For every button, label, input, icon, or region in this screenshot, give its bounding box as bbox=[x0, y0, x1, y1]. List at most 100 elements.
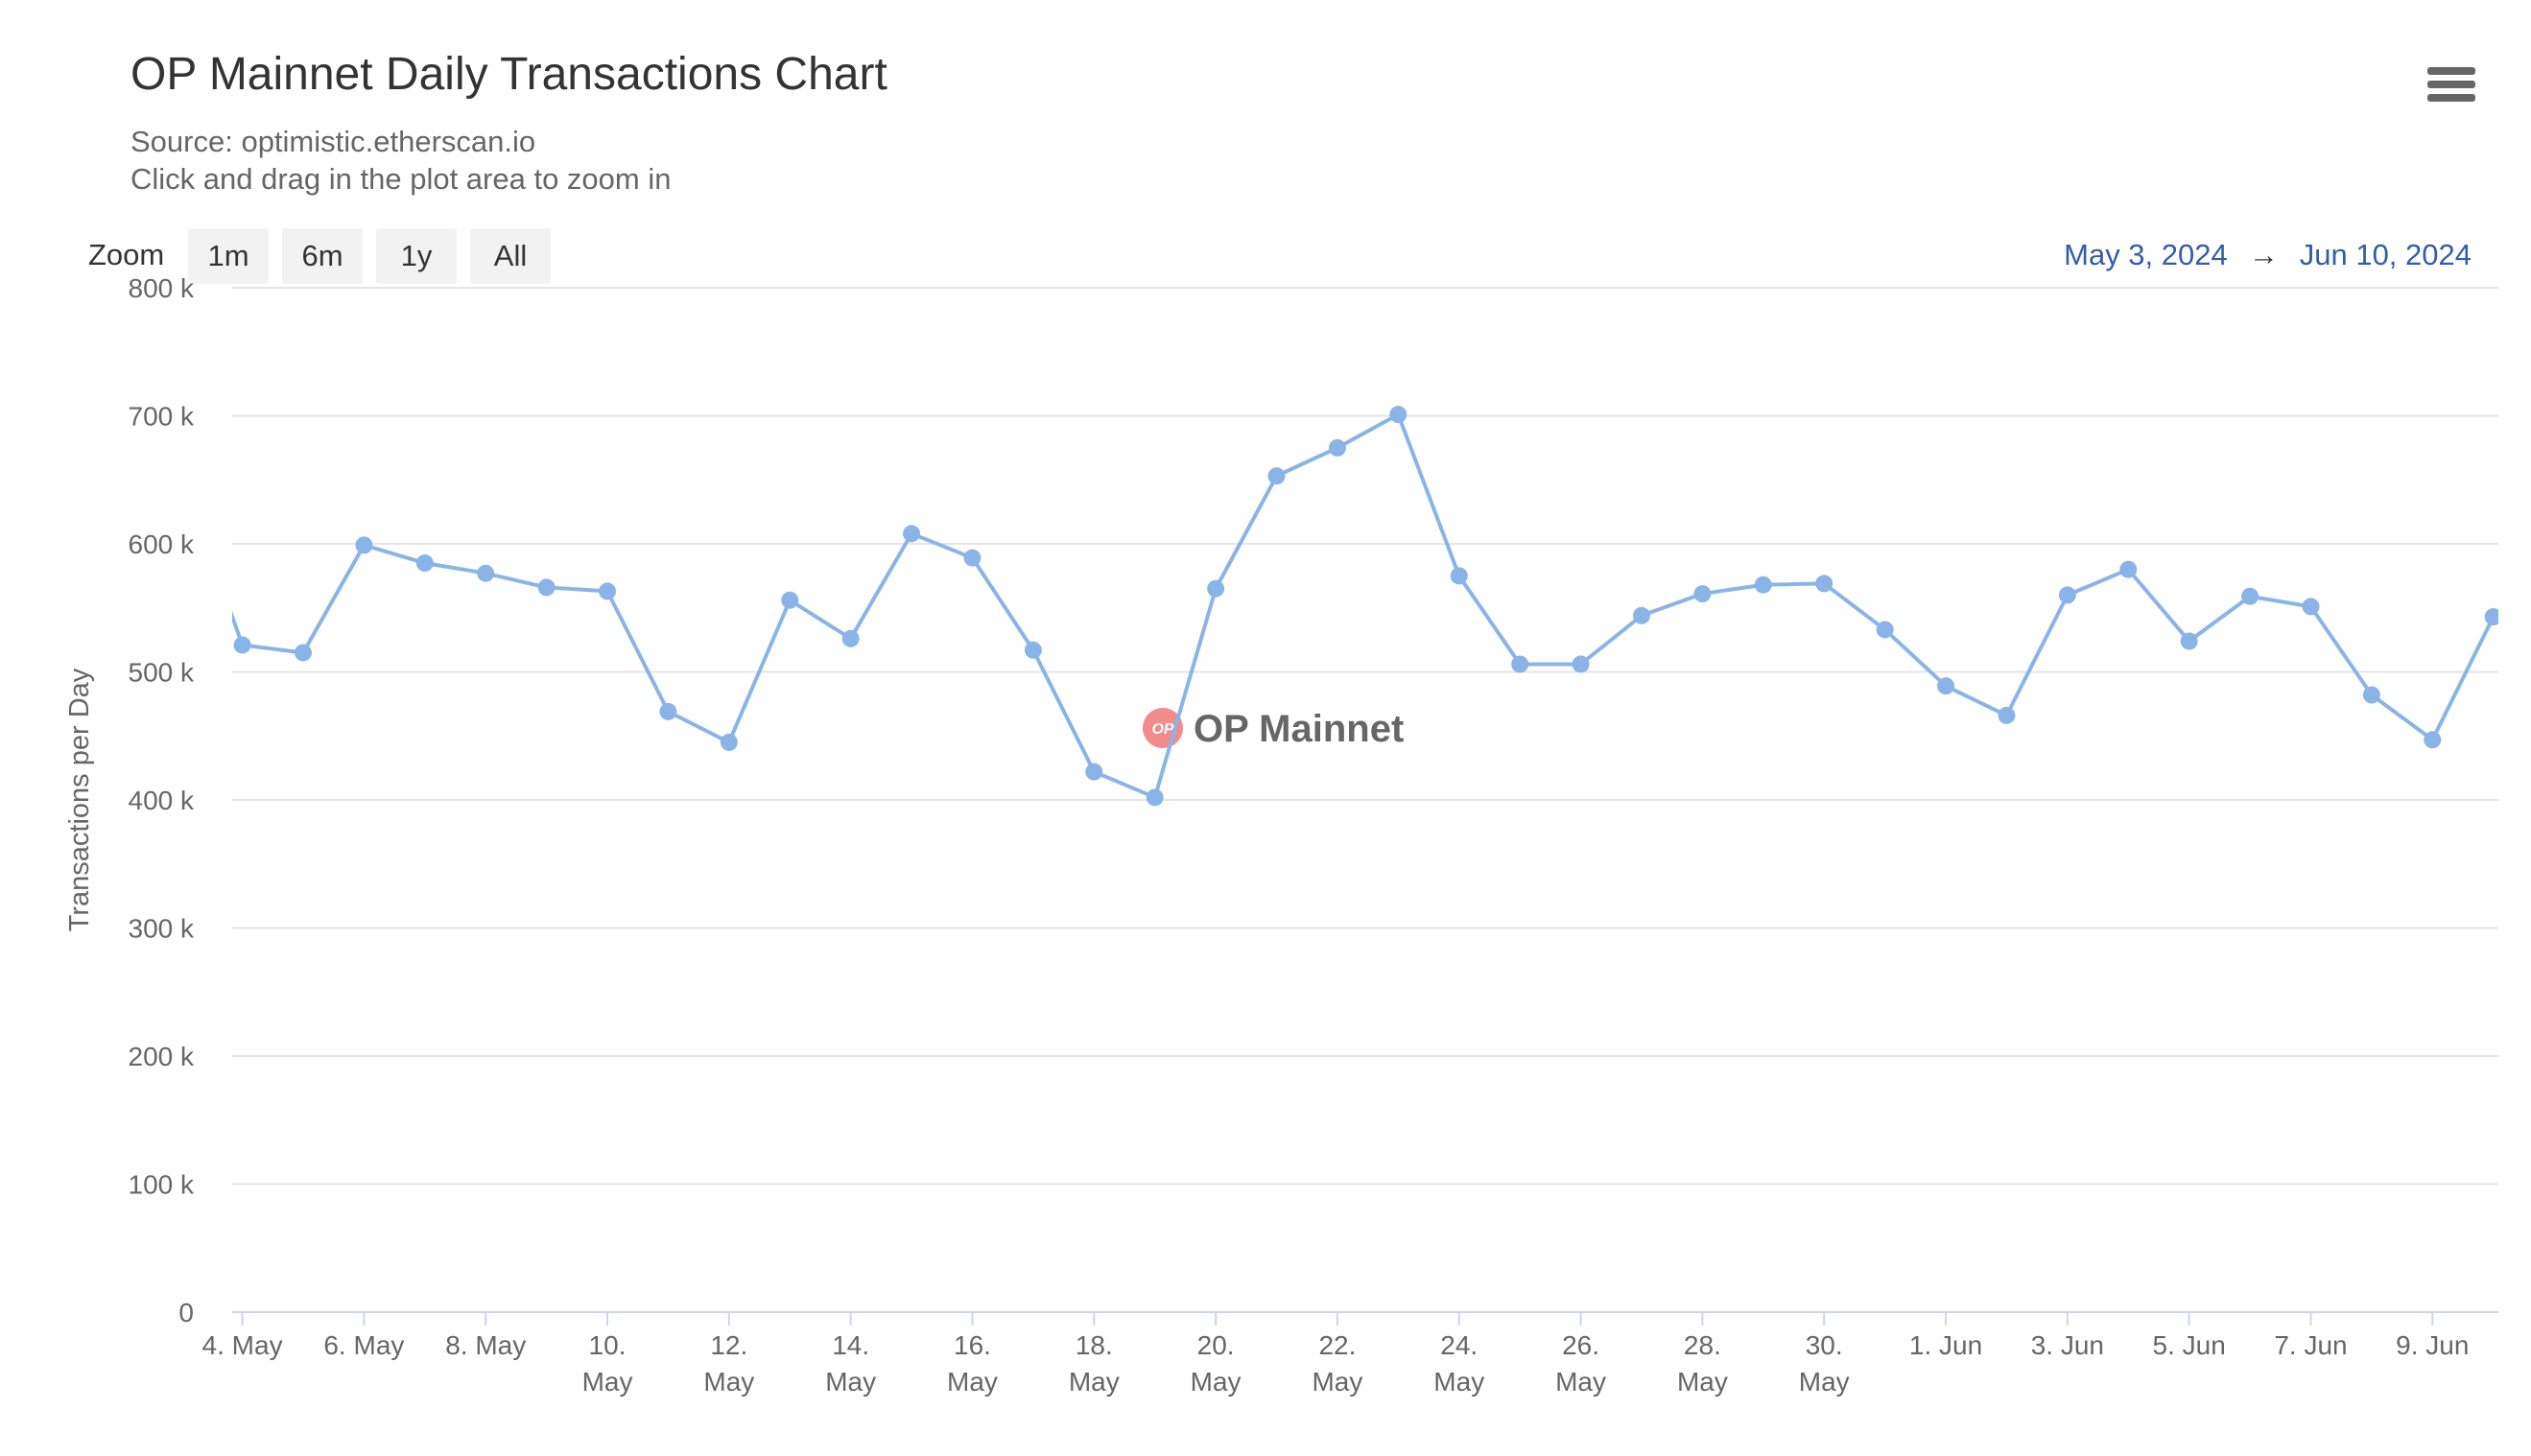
range-to-input[interactable]: Jun 10, 2024 bbox=[2299, 238, 2472, 271]
data-point[interactable] bbox=[903, 525, 921, 543]
x-tick-label: May bbox=[947, 1367, 998, 1397]
zoom-1m-button[interactable]: 1m bbox=[188, 228, 269, 284]
x-tick-label: May bbox=[1191, 1367, 1242, 1397]
x-tick-label: 4. May bbox=[202, 1330, 283, 1360]
data-point[interactable] bbox=[233, 636, 251, 654]
data-point[interactable] bbox=[1511, 655, 1529, 673]
x-tick-label: 26. bbox=[1562, 1330, 1599, 1360]
watermark-text: OP Mainnet bbox=[1194, 708, 1404, 750]
data-point[interactable] bbox=[294, 644, 312, 662]
grid-layer bbox=[232, 287, 2498, 1313]
x-tick-label: 10. bbox=[589, 1330, 627, 1360]
data-point[interactable] bbox=[1024, 641, 1042, 659]
y-axis-title: Transactions per Day bbox=[64, 668, 95, 931]
data-point[interactable] bbox=[781, 591, 799, 609]
series-layer bbox=[173, 406, 2502, 807]
data-point[interactable] bbox=[2241, 587, 2259, 605]
x-tick-label: May bbox=[1312, 1367, 1362, 1397]
x-tick-label: May bbox=[582, 1367, 633, 1397]
data-point[interactable] bbox=[720, 733, 738, 751]
data-point[interactable] bbox=[659, 702, 677, 720]
x-tick-label: 24. bbox=[1440, 1330, 1478, 1360]
y-axis-ticks: 0 100 k 200 k 300 k 400 k 500 k 600 k 700 k 800 … bbox=[129, 273, 195, 1327]
subtitle-hint: Click and drag in the plot area to zoom … bbox=[130, 162, 672, 196]
range-from-input[interactable]: May 3, 2024 bbox=[2064, 238, 2228, 271]
x-axis-ticks: 4. May 6. May 8. May 10. May 12. May 14. May 16. M… bbox=[202, 1312, 2469, 1397]
data-point[interactable] bbox=[1328, 438, 1346, 457]
data-point[interactable] bbox=[599, 582, 617, 600]
data-point[interactable] bbox=[1450, 567, 1468, 585]
zoom-label: Zoom bbox=[88, 238, 165, 271]
data-point[interactable] bbox=[2424, 731, 2442, 749]
data-point[interactable] bbox=[1267, 467, 1286, 485]
x-tick-label: May bbox=[703, 1367, 754, 1397]
y-tick-label: 400 k bbox=[129, 786, 195, 815]
data-point[interactable] bbox=[415, 554, 434, 573]
y-tick-label: 200 k bbox=[129, 1042, 195, 1071]
data-point[interactable] bbox=[1085, 763, 1103, 781]
watermark: OP OP Mainnet bbox=[1143, 708, 1404, 750]
x-tick-label: May bbox=[1433, 1367, 1484, 1397]
y-tick-label: 0 bbox=[178, 1298, 194, 1327]
data-point[interactable] bbox=[537, 578, 556, 597]
x-tick-label: 14. bbox=[832, 1330, 869, 1360]
data-point[interactable] bbox=[1146, 788, 1164, 807]
x-tick-label: May bbox=[1677, 1367, 1728, 1397]
x-tick-label: 28. bbox=[1684, 1330, 1721, 1360]
x-tick-label: 16. bbox=[954, 1330, 991, 1360]
data-point[interactable] bbox=[1876, 621, 1894, 639]
y-tick-label: 500 k bbox=[129, 658, 195, 688]
x-tick-label: 9. Jun bbox=[2396, 1330, 2469, 1360]
data-point[interactable] bbox=[355, 536, 373, 554]
data-point[interactable] bbox=[1693, 585, 1712, 603]
x-tick-label: 12. bbox=[710, 1330, 747, 1360]
data-point[interactable] bbox=[1389, 406, 1407, 424]
x-tick-label: May bbox=[825, 1367, 876, 1397]
x-tick-label: 8. May bbox=[445, 1330, 526, 1360]
data-point[interactable] bbox=[1937, 677, 1955, 695]
x-tick-label: 18. bbox=[1076, 1330, 1113, 1360]
x-tick-label: May bbox=[1069, 1367, 1120, 1397]
data-point[interactable] bbox=[2180, 632, 2198, 650]
x-tick-label: 22. bbox=[1318, 1330, 1356, 1360]
op-logo-badge-text: OP bbox=[1151, 721, 1173, 738]
data-point[interactable] bbox=[841, 629, 860, 647]
x-tick-label: 20. bbox=[1197, 1330, 1235, 1360]
zoom-1y-button[interactable]: 1y bbox=[376, 228, 457, 284]
data-point[interactable] bbox=[1754, 575, 1772, 594]
data-point[interactable] bbox=[173, 465, 190, 482]
y-tick-label: 300 k bbox=[129, 914, 195, 944]
data-point[interactable] bbox=[2058, 586, 2076, 604]
x-tick-label: 6. May bbox=[323, 1330, 404, 1360]
x-tick-label: 5. Jun bbox=[2153, 1330, 2226, 1360]
data-point[interactable] bbox=[1572, 655, 1590, 673]
data-point[interactable] bbox=[1207, 579, 1225, 598]
data-point[interactable] bbox=[963, 549, 982, 567]
date-range-selector: May 3, 2024 → Jun 10, 2024 bbox=[2064, 238, 2472, 272]
data-point[interactable] bbox=[1998, 706, 2016, 724]
x-tick-label: 3. Jun bbox=[2031, 1330, 2104, 1360]
data-point[interactable] bbox=[1632, 606, 1650, 624]
y-tick-label: 100 k bbox=[129, 1170, 195, 1200]
data-point[interactable] bbox=[2484, 608, 2502, 626]
data-point[interactable] bbox=[1815, 575, 1833, 593]
zoom-all-button[interactable]: All bbox=[470, 228, 551, 284]
x-tick-label: 30. bbox=[1806, 1330, 1843, 1360]
x-tick-label: May bbox=[1555, 1367, 1606, 1397]
x-tick-label: 7. Jun bbox=[2274, 1330, 2347, 1360]
data-point[interactable] bbox=[477, 564, 495, 582]
data-point[interactable] bbox=[2302, 598, 2320, 616]
chart-title: OP Mainnet Daily Transactions Chart bbox=[130, 49, 887, 100]
chart-subtitle: Source: optimistic.etherscan.io Click an… bbox=[130, 123, 671, 198]
data-point[interactable] bbox=[2119, 560, 2138, 578]
y-tick-label: 800 k bbox=[129, 273, 195, 303]
x-tick-label: May bbox=[1799, 1367, 1850, 1397]
y-tick-label: 700 k bbox=[129, 402, 195, 432]
x-tick-label: 1. Jun bbox=[1909, 1330, 1982, 1360]
range-arrow-icon: → bbox=[2248, 238, 2279, 271]
data-point[interactable] bbox=[2362, 686, 2380, 704]
hamburger-menu-icon[interactable] bbox=[2427, 67, 2475, 111]
y-tick-label: 600 k bbox=[129, 529, 195, 559]
zoom-6m-button[interactable]: 6m bbox=[282, 228, 363, 284]
